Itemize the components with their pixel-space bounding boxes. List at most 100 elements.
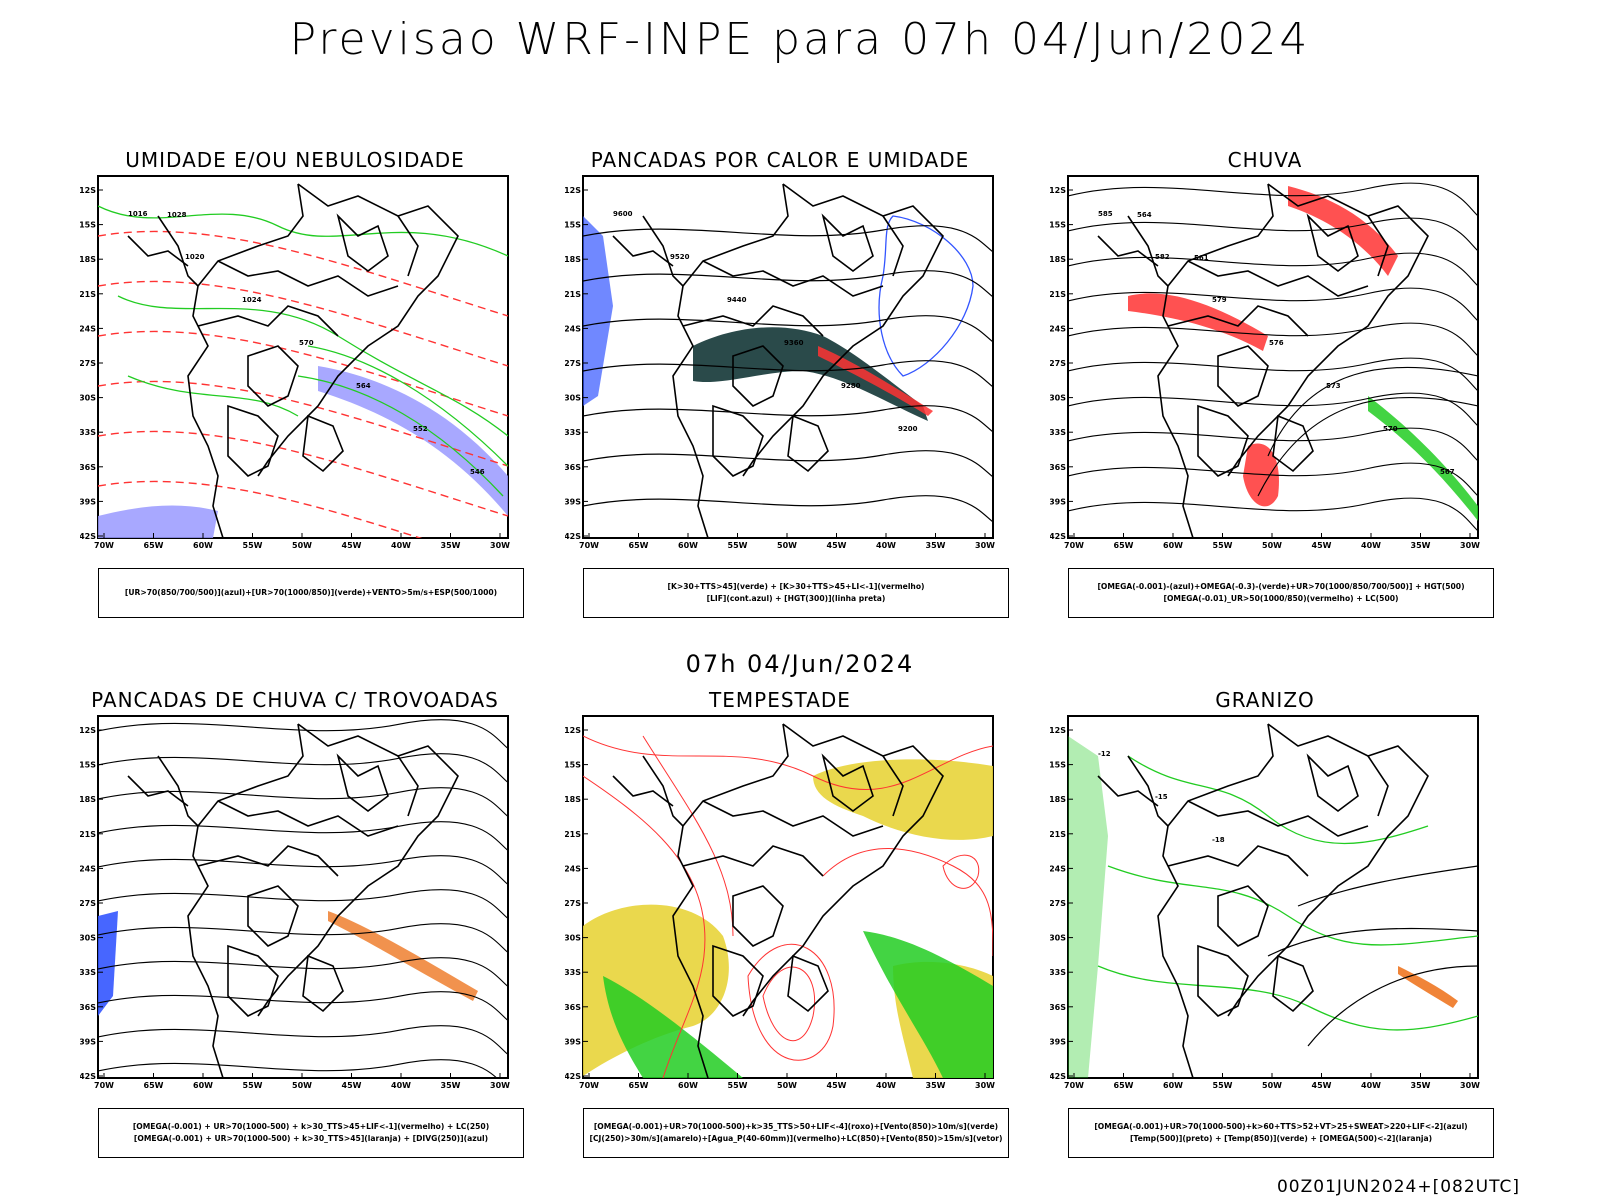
- contour-label: 585: [1098, 210, 1113, 218]
- country-border: [1197, 404, 1249, 477]
- country-border: [257, 723, 459, 1017]
- country-border: [1097, 775, 1159, 807]
- contour-line: [98, 430, 508, 517]
- lat-tick-label: 27S: [565, 899, 581, 908]
- country-border: [157, 215, 199, 287]
- lon-tick-label: 45W: [1312, 1081, 1332, 1090]
- country-border: [612, 235, 674, 267]
- lat-tick-label: 36S: [80, 1003, 96, 1012]
- lon-tick-label: 45W: [1312, 541, 1332, 550]
- lat-tick-label: 30S: [1050, 934, 1066, 943]
- contour-label: 576: [1269, 339, 1284, 347]
- panel-legend: [UR>70(850/700/500)](azul)+[UR>70(1000/8…: [98, 568, 524, 618]
- contour-label: 9520: [670, 253, 690, 261]
- country-border: [302, 414, 344, 473]
- country-border: [821, 213, 874, 272]
- wind-area: [603, 976, 743, 1078]
- country-border: [1167, 845, 1309, 877]
- country-border: [1157, 183, 1274, 538]
- country-border: [157, 755, 199, 827]
- country-border: [672, 183, 789, 538]
- lon-tick-label: 50W: [777, 541, 797, 550]
- country-border: [197, 845, 339, 877]
- country-border: [187, 183, 304, 538]
- panel-legend: [OMEGA(-0.001)+UR>70(1000-500)+k>35_TTS>…: [583, 1108, 1009, 1158]
- contour-line: [98, 1059, 498, 1078]
- contour-label: -12: [1098, 750, 1111, 758]
- country-border: [1167, 305, 1309, 337]
- lon-tick-label: 50W: [777, 1081, 797, 1090]
- convection-area: [693, 327, 928, 421]
- lat-tick-label: 39S: [565, 497, 581, 506]
- lon-tick-label: 35W: [1411, 1081, 1431, 1090]
- lat-tick-label: 42S: [80, 1072, 96, 1081]
- lat-tick-label: 15S: [80, 761, 96, 770]
- contour-line: [762, 966, 815, 1042]
- lon-tick-label: 60W: [1163, 541, 1183, 550]
- contour-line: [642, 735, 734, 937]
- contour-line: [583, 360, 993, 388]
- lon-tick-label: 45W: [827, 541, 847, 550]
- country-border: [712, 944, 764, 1017]
- lat-tick-label: 33S: [565, 968, 581, 977]
- country-border: [642, 215, 684, 287]
- country-border: [336, 753, 389, 812]
- lat-tick-label: 21S: [565, 290, 581, 299]
- country-border: [1227, 183, 1429, 477]
- lat-tick-label: 24S: [80, 324, 96, 333]
- lat-tick-label: 24S: [565, 324, 581, 333]
- lon-tick-label: 35W: [441, 541, 461, 550]
- contour-line: [98, 280, 508, 367]
- lat-tick-label: 36S: [565, 1003, 581, 1012]
- legend-line: [OMEGA(-0.001)-(azul)+OMEGA(-0.3)-(verde…: [1097, 582, 1465, 591]
- lat-tick-label: 39S: [565, 1037, 581, 1046]
- lat-tick-label: 42S: [565, 532, 581, 541]
- panel-umidade: UMIDADE E/OU NEBULOSIDADE 1016 1020 1024 57…: [80, 148, 524, 623]
- lat-tick-label: 33S: [565, 428, 581, 437]
- lat-tick-label: 12S: [565, 186, 581, 195]
- contour-line: [98, 719, 508, 750]
- country-border: [1227, 723, 1429, 1017]
- lat-tick-label: 42S: [1050, 532, 1066, 541]
- lon-tick-label: 40W: [1361, 541, 1381, 550]
- country-border: [1097, 235, 1159, 267]
- lon-tick-label: 40W: [1361, 1081, 1381, 1090]
- lat-tick-label: 18S: [1050, 795, 1066, 804]
- lon-tick-label: 40W: [391, 541, 411, 550]
- country-border: [197, 305, 339, 337]
- lat-tick-label: 12S: [1050, 726, 1066, 735]
- contour-line: [583, 450, 993, 478]
- lon-tick-label: 70W: [1064, 541, 1084, 550]
- lat-tick-label: 15S: [565, 761, 581, 770]
- lat-tick-label: 39S: [80, 1037, 96, 1046]
- panel-tempestade: TEMPESTADE 12S 15S 18S 21S 24S 27S 30S 33S 36S 39…: [565, 688, 1009, 1163]
- lon-tick-label: 70W: [94, 1081, 114, 1090]
- lat-tick-label: 27S: [1050, 359, 1066, 368]
- contour-label: 579: [1212, 296, 1227, 304]
- lon-tick-label: 65W: [144, 541, 164, 550]
- map-pancadas-calor: 9600 9520 9440 9360 9280 9200 12S 15S 18S 21S 24S 2…: [565, 175, 995, 550]
- country-border: [217, 800, 399, 837]
- map-content: 585 582 579 576 573 570 567 564 561: [1068, 182, 1478, 538]
- contour-line: [1068, 287, 1478, 322]
- contour-label: 564: [1137, 211, 1152, 219]
- panel-chuva: CHUVA 585 582 579 576 573 570 567 564 561 12S 15S 1…: [1050, 148, 1494, 623]
- map-frame: [97, 715, 509, 1079]
- lat-tick-label: 24S: [1050, 864, 1066, 873]
- country-border: [732, 345, 784, 407]
- lat-tick-label: 18S: [565, 255, 581, 264]
- country-border: [397, 755, 419, 817]
- lif-area: [583, 216, 613, 406]
- lat-tick-label: 21S: [1050, 290, 1066, 299]
- contour-line: [1257, 397, 1478, 497]
- wind-area: [863, 931, 993, 1078]
- lat-tick-label: 24S: [80, 864, 96, 873]
- country-border: [612, 775, 674, 807]
- rain-area: [1128, 293, 1268, 351]
- contour-line: [1127, 755, 1429, 845]
- lat-tick-label: 18S: [565, 795, 581, 804]
- lat-tick-label: 27S: [1050, 899, 1066, 908]
- lon-tick-label: 65W: [629, 1081, 649, 1090]
- lon-tick-label: 45W: [342, 541, 362, 550]
